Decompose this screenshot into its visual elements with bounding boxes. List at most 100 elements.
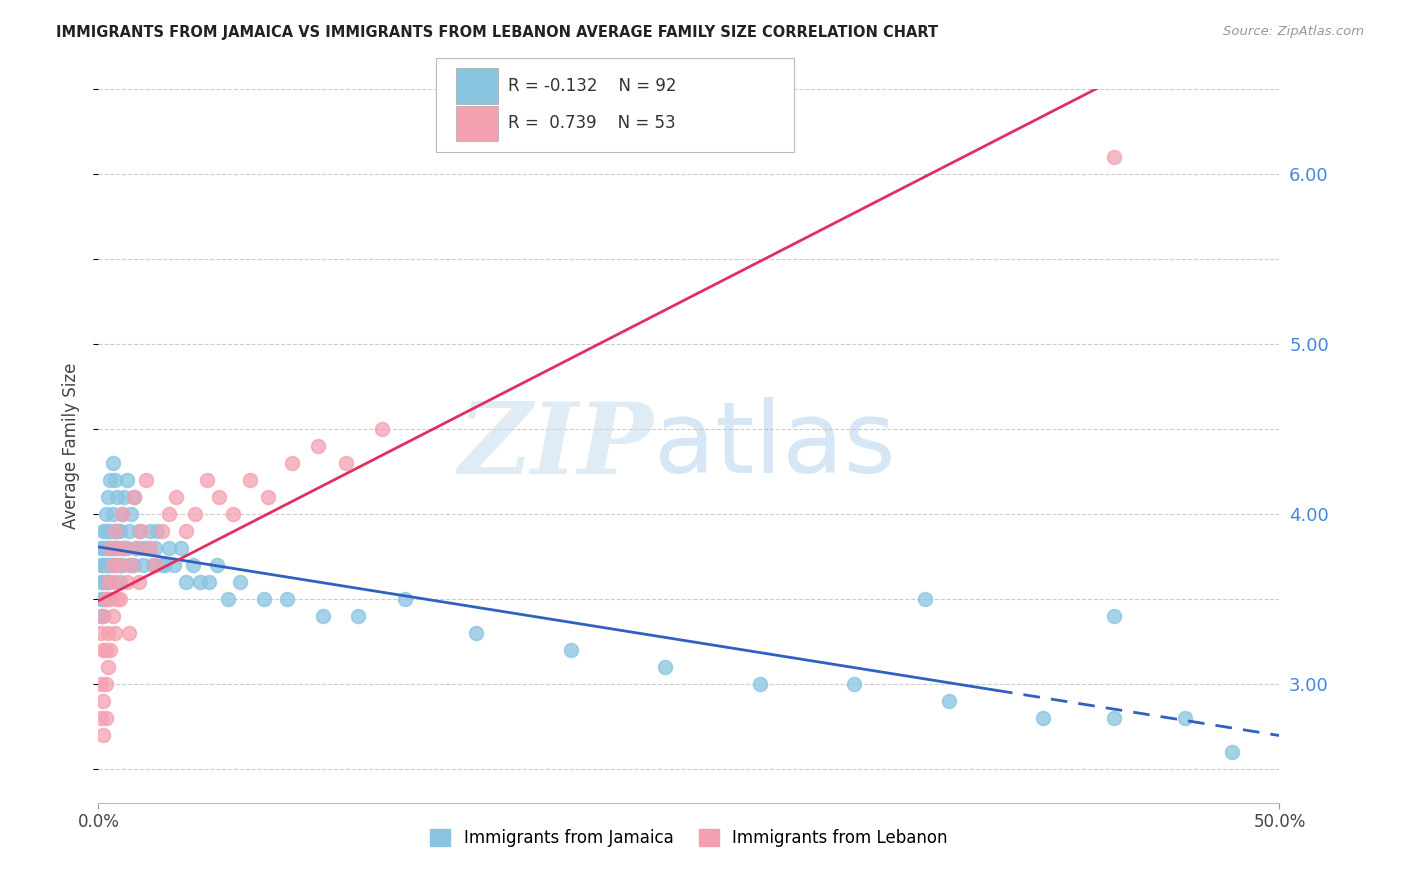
Point bbox=[195, 473, 218, 487]
Point bbox=[94, 524, 117, 538]
Point bbox=[307, 439, 329, 453]
Point bbox=[128, 524, 150, 538]
Point bbox=[94, 507, 117, 521]
Point bbox=[97, 626, 120, 640]
Point bbox=[122, 558, 145, 572]
Point bbox=[208, 490, 231, 504]
Point bbox=[121, 558, 143, 572]
Point bbox=[217, 591, 239, 606]
Legend: Immigrants from Jamaica, Immigrants from Lebanon: Immigrants from Jamaica, Immigrants from… bbox=[422, 821, 956, 855]
Point bbox=[115, 473, 138, 487]
Point bbox=[97, 490, 120, 504]
Point bbox=[281, 456, 304, 470]
Point bbox=[98, 643, 121, 657]
Point bbox=[174, 574, 197, 589]
Point bbox=[94, 541, 117, 555]
Point bbox=[91, 591, 114, 606]
Point bbox=[163, 558, 186, 572]
Point bbox=[98, 574, 121, 589]
Point bbox=[97, 574, 120, 589]
Point bbox=[101, 456, 124, 470]
Point bbox=[98, 591, 121, 606]
Point bbox=[146, 524, 169, 538]
Point bbox=[143, 558, 166, 572]
Point bbox=[91, 608, 114, 623]
Point bbox=[112, 490, 135, 504]
Point bbox=[222, 507, 245, 521]
Point bbox=[111, 507, 134, 521]
Point bbox=[91, 608, 114, 623]
Point bbox=[914, 591, 936, 606]
Point bbox=[104, 626, 127, 640]
Point bbox=[188, 574, 211, 589]
Point bbox=[91, 558, 114, 572]
Point bbox=[239, 473, 262, 487]
Point bbox=[181, 558, 204, 572]
Point bbox=[90, 677, 112, 691]
Point bbox=[108, 574, 131, 589]
Point bbox=[105, 524, 128, 538]
Point bbox=[129, 541, 152, 555]
Point bbox=[122, 490, 145, 504]
Y-axis label: Average Family Size: Average Family Size bbox=[62, 363, 80, 529]
Point bbox=[560, 643, 582, 657]
Point bbox=[94, 591, 117, 606]
Point bbox=[98, 558, 121, 572]
Point bbox=[98, 541, 121, 555]
Point bbox=[97, 541, 120, 555]
Point bbox=[104, 524, 127, 538]
Point bbox=[91, 694, 114, 708]
Point bbox=[105, 490, 128, 504]
Point bbox=[748, 677, 770, 691]
Point bbox=[105, 541, 128, 555]
Point bbox=[104, 541, 127, 555]
Point bbox=[335, 456, 357, 470]
Point bbox=[104, 558, 127, 572]
Point bbox=[90, 591, 112, 606]
Point bbox=[118, 524, 141, 538]
Point bbox=[101, 558, 124, 572]
Point bbox=[938, 694, 960, 708]
Point bbox=[97, 558, 120, 572]
Point bbox=[142, 558, 165, 572]
Point bbox=[139, 524, 162, 538]
Point bbox=[111, 507, 134, 521]
Point bbox=[276, 591, 298, 606]
Point bbox=[654, 660, 676, 674]
Text: Source: ZipAtlas.com: Source: ZipAtlas.com bbox=[1223, 25, 1364, 38]
Point bbox=[94, 574, 117, 589]
Point bbox=[101, 507, 124, 521]
Point bbox=[1102, 608, 1125, 623]
Point bbox=[1174, 711, 1197, 725]
Point bbox=[101, 608, 124, 623]
Point bbox=[118, 626, 141, 640]
Point bbox=[90, 541, 112, 555]
Point bbox=[1032, 711, 1054, 725]
Point bbox=[121, 507, 143, 521]
Point bbox=[108, 558, 131, 572]
Point bbox=[312, 608, 335, 623]
Point bbox=[132, 558, 155, 572]
Point bbox=[108, 591, 131, 606]
Point bbox=[135, 541, 157, 555]
Point bbox=[198, 574, 221, 589]
Point bbox=[153, 558, 176, 572]
Point bbox=[136, 541, 159, 555]
Point bbox=[135, 473, 157, 487]
Text: R =  0.739    N = 53: R = 0.739 N = 53 bbox=[508, 114, 675, 132]
Point bbox=[1102, 150, 1125, 164]
Point bbox=[128, 574, 150, 589]
Point bbox=[844, 677, 866, 691]
Point bbox=[394, 591, 416, 606]
Point bbox=[157, 507, 180, 521]
Point bbox=[98, 473, 121, 487]
Point bbox=[118, 558, 141, 572]
Point bbox=[97, 574, 120, 589]
Point bbox=[94, 643, 117, 657]
Text: atlas: atlas bbox=[654, 398, 896, 494]
Point bbox=[112, 541, 135, 555]
Point bbox=[1102, 711, 1125, 725]
Point bbox=[170, 541, 193, 555]
Point bbox=[205, 558, 228, 572]
Point bbox=[91, 524, 114, 538]
